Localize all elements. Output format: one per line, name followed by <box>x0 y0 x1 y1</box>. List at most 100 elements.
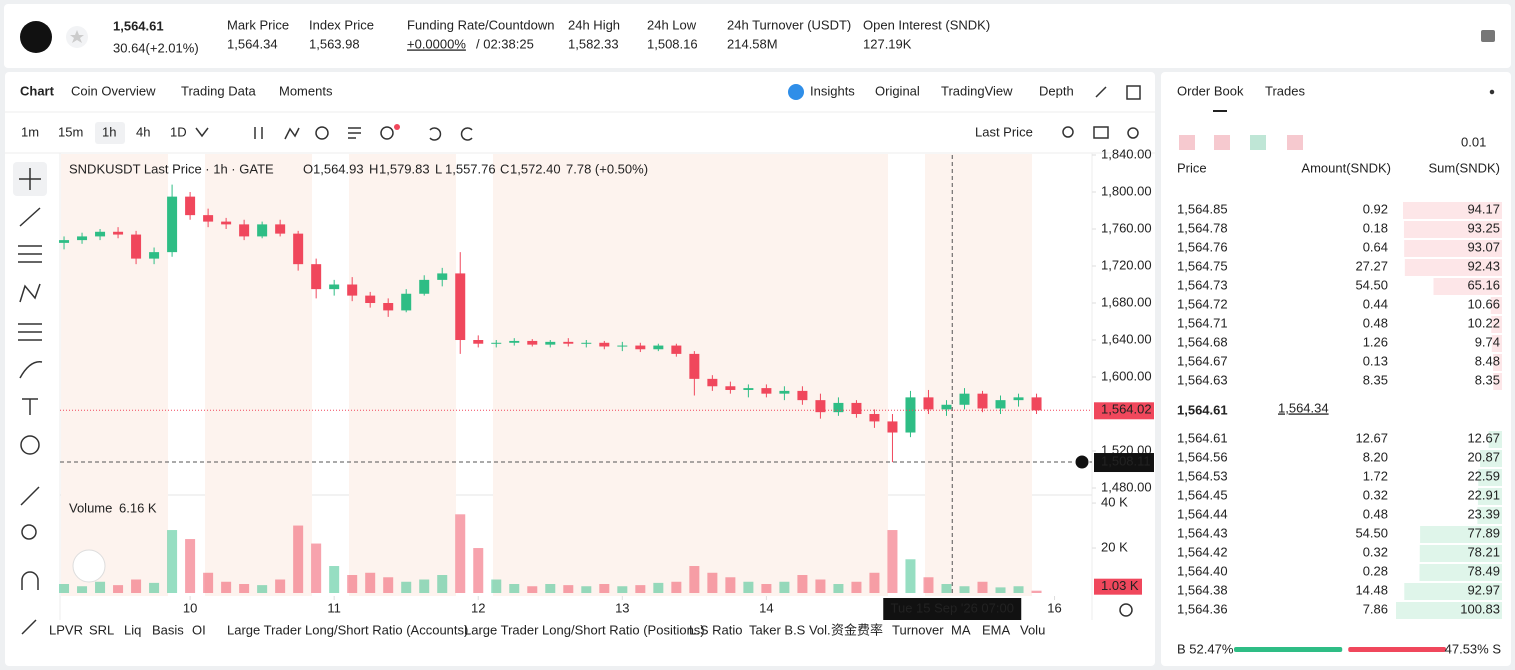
volume-bar <box>77 586 88 593</box>
view-tab[interactable]: Original <box>875 83 920 98</box>
pen-tool[interactable] <box>21 619 37 635</box>
interval[interactable]: 1m <box>21 124 39 139</box>
view-both[interactable] <box>1179 135 1195 150</box>
indicator[interactable]: OI <box>192 622 206 637</box>
indicator[interactable]: 资金费率 <box>831 622 883 637</box>
book-price[interactable]: 1,564.36 <box>1177 601 1228 616</box>
volume-bar <box>419 579 430 593</box>
fib-tool[interactable] <box>18 323 42 341</box>
depth-bar <box>1477 488 1502 505</box>
reset-icon[interactable] <box>1119 603 1133 617</box>
pattern-tool[interactable] <box>19 283 41 303</box>
book-price[interactable]: 1,564.78 <box>1177 220 1228 235</box>
book-amount: 8.20 <box>1363 449 1388 464</box>
magnet-tool[interactable] <box>21 571 39 590</box>
candle-body <box>527 340 538 345</box>
book-price[interactable]: 1,564.61 <box>1177 430 1228 445</box>
chart-tab[interactable]: Trading Data <box>181 83 256 98</box>
more-icon[interactable] <box>1489 89 1495 95</box>
book-price[interactable]: 1,564.45 <box>1177 487 1228 502</box>
volume-bar <box>59 584 70 593</box>
indicator[interactable]: EMA <box>982 622 1011 637</box>
camera-icon[interactable] <box>1093 126 1109 139</box>
book-price[interactable]: 1,564.67 <box>1177 353 1228 368</box>
book-price[interactable]: 1,564.68 <box>1177 334 1228 349</box>
stat-value: 1,564.34 <box>227 36 278 51</box>
book-price[interactable]: 1,564.71 <box>1177 315 1228 330</box>
redo-icon[interactable] <box>460 127 473 141</box>
menu-icon[interactable] <box>1481 30 1495 42</box>
dropdown-icon[interactable] <box>195 127 209 138</box>
candle-body <box>851 402 862 415</box>
book-price[interactable]: 1,564.43 <box>1177 525 1228 540</box>
volume-bar <box>725 577 736 593</box>
book-price[interactable]: 1,564.73 <box>1177 277 1228 292</box>
view-asks[interactable] <box>1287 135 1303 150</box>
book-price[interactable]: 1,564.53 <box>1177 468 1228 483</box>
book-price[interactable]: 1,564.38 <box>1177 582 1228 597</box>
window-icon[interactable] <box>1126 85 1141 100</box>
volume-bar <box>437 575 448 593</box>
precision[interactable]: 0.01 <box>1461 134 1486 149</box>
book-price[interactable]: 1,564.40 <box>1177 563 1228 578</box>
chart-tab[interactable]: Chart <box>20 83 55 98</box>
book-price[interactable]: 1,564.72 <box>1177 296 1228 311</box>
x-tick-label: 13 <box>615 600 629 615</box>
view-tab[interactable]: Insights <box>810 83 855 98</box>
indicator[interactable]: Taker B.S Vol. <box>749 622 831 637</box>
volume-tick-label: 20 K <box>1101 539 1128 554</box>
undo-icon[interactable] <box>429 127 442 141</box>
book-tab[interactable]: Order Book <box>1177 83 1244 98</box>
indicator[interactable]: LPVR <box>49 622 83 637</box>
view-split[interactable] <box>1214 135 1230 150</box>
stat-label: 24h Turnover (USDT) <box>727 17 851 32</box>
indicator[interactable]: L.S Ratio <box>689 622 742 637</box>
candle-type-icon[interactable] <box>254 127 263 139</box>
interval[interactable]: 1D <box>170 124 187 139</box>
book-price[interactable]: 1,564.76 <box>1177 239 1228 254</box>
book-price[interactable]: 1,564.42 <box>1177 544 1228 559</box>
line-tool[interactable] <box>19 207 41 227</box>
fullscreen-icon[interactable] <box>1095 86 1107 98</box>
text-tool[interactable] <box>22 398 38 415</box>
view-tab[interactable]: TradingView <box>941 83 1013 98</box>
price-source[interactable]: Last Price <box>975 124 1033 139</box>
brush-tool[interactable] <box>19 361 43 379</box>
book-price[interactable]: 1,564.56 <box>1177 449 1228 464</box>
view-tab[interactable]: Depth <box>1039 83 1074 98</box>
indicator[interactable]: Volu <box>1020 622 1045 637</box>
measure-tool[interactable] <box>20 486 40 506</box>
book-price[interactable]: 1,564.44 <box>1177 506 1228 521</box>
indicator[interactable]: MA <box>951 622 971 637</box>
book-sum: 92.43 <box>1467 258 1500 273</box>
indicator[interactable]: Large Trader Long/Short Ratio (Positions… <box>464 622 705 637</box>
book-price[interactable]: 1,564.75 <box>1177 258 1228 273</box>
search-icon[interactable] <box>1062 126 1074 138</box>
template-icon[interactable] <box>348 127 361 139</box>
interval[interactable]: 4h <box>136 124 150 139</box>
indicator[interactable]: Liq <box>124 622 141 637</box>
view-bids[interactable] <box>1250 135 1266 150</box>
indicator[interactable]: Basis <box>152 622 184 637</box>
add-icon[interactable] <box>380 126 394 140</box>
book-price[interactable]: 1,564.85 <box>1177 201 1228 216</box>
chart-tab[interactable]: Coin Overview <box>71 83 156 98</box>
add-order-button[interactable] <box>1074 454 1090 470</box>
chart-tab[interactable]: Moments <box>279 83 333 98</box>
indicator[interactable]: Large Trader Long/Short Ratio (Accounts) <box>227 622 468 637</box>
crosshair-tool[interactable] <box>19 168 41 190</box>
indicator[interactable]: SRL <box>89 622 114 637</box>
replay-icon[interactable] <box>315 126 329 140</box>
depth-bar <box>1420 526 1502 543</box>
y-tick-label: 1,800.00 <box>1101 183 1152 198</box>
book-tab[interactable]: Trades <box>1265 83 1305 98</box>
channel-tool[interactable] <box>18 245 42 263</box>
indicator-icon[interactable] <box>284 127 300 140</box>
interval[interactable]: 1h <box>102 124 116 139</box>
settings-icon[interactable] <box>1127 127 1139 139</box>
interval[interactable]: 15m <box>58 124 83 139</box>
emoji-tool[interactable] <box>20 435 40 455</box>
zoom-tool[interactable] <box>21 524 37 540</box>
indicator[interactable]: Turnover <box>892 622 944 637</box>
book-price[interactable]: 1,564.63 <box>1177 372 1228 387</box>
